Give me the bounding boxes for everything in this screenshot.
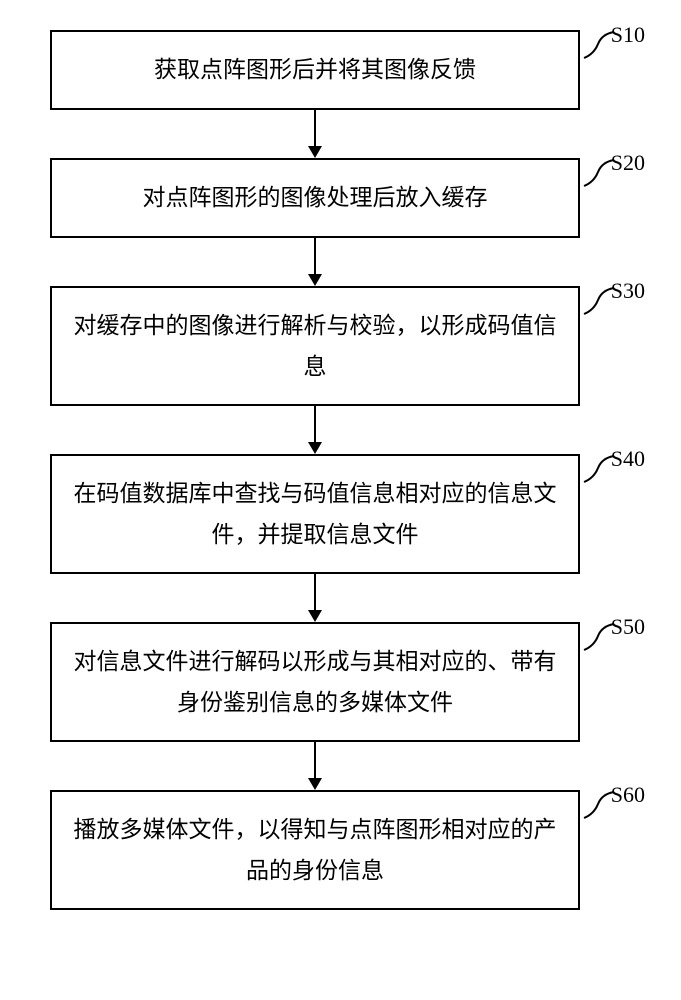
step-s10: S10 获取点阵图形后并将其图像反馈: [50, 30, 610, 110]
arrow: [50, 742, 580, 790]
step-label: S50: [611, 614, 645, 640]
step-label: S20: [611, 150, 645, 176]
step-text: 获取点阵图形后并将其图像反馈: [154, 49, 476, 90]
step-box: 获取点阵图形后并将其图像反馈: [50, 30, 580, 110]
step-s50: S50 对信息文件进行解码以形成与其相对应的、带有身份鉴别信息的多媒体文件: [50, 622, 610, 742]
arrow: [50, 238, 580, 286]
step-box: 对缓存中的图像进行解析与校验，以形成码值信息: [50, 286, 580, 406]
arrow: [50, 574, 580, 622]
arrow: [50, 110, 580, 158]
step-box: 对点阵图形的图像处理后放入缓存: [50, 158, 580, 238]
step-s30: S30 对缓存中的图像进行解析与校验，以形成码值信息: [50, 286, 610, 406]
step-label: S40: [611, 446, 645, 472]
step-s60: S60 播放多媒体文件，以得知与点阵图形相对应的产品的身份信息: [50, 790, 610, 910]
step-text: 对点阵图形的图像处理后放入缓存: [143, 177, 488, 218]
step-s20: S20 对点阵图形的图像处理后放入缓存: [50, 158, 610, 238]
flowchart-container: S10 获取点阵图形后并将其图像反馈 S20 对点阵图形的图像处理后放入缓存 S…: [50, 30, 610, 910]
step-text: 对缓存中的图像进行解析与校验，以形成码值信息: [72, 305, 558, 388]
arrow: [50, 406, 580, 454]
step-text: 在码值数据库中查找与码值信息相对应的信息文件，并提取信息文件: [72, 473, 558, 556]
step-box: 在码值数据库中查找与码值信息相对应的信息文件，并提取信息文件: [50, 454, 580, 574]
step-label: S30: [611, 278, 645, 304]
step-box: 播放多媒体文件，以得知与点阵图形相对应的产品的身份信息: [50, 790, 580, 910]
step-text: 播放多媒体文件，以得知与点阵图形相对应的产品的身份信息: [72, 809, 558, 892]
step-text: 对信息文件进行解码以形成与其相对应的、带有身份鉴别信息的多媒体文件: [72, 641, 558, 724]
step-label: S10: [611, 22, 645, 48]
step-box: 对信息文件进行解码以形成与其相对应的、带有身份鉴别信息的多媒体文件: [50, 622, 580, 742]
step-s40: S40 在码值数据库中查找与码值信息相对应的信息文件，并提取信息文件: [50, 454, 610, 574]
step-label: S60: [611, 782, 645, 808]
